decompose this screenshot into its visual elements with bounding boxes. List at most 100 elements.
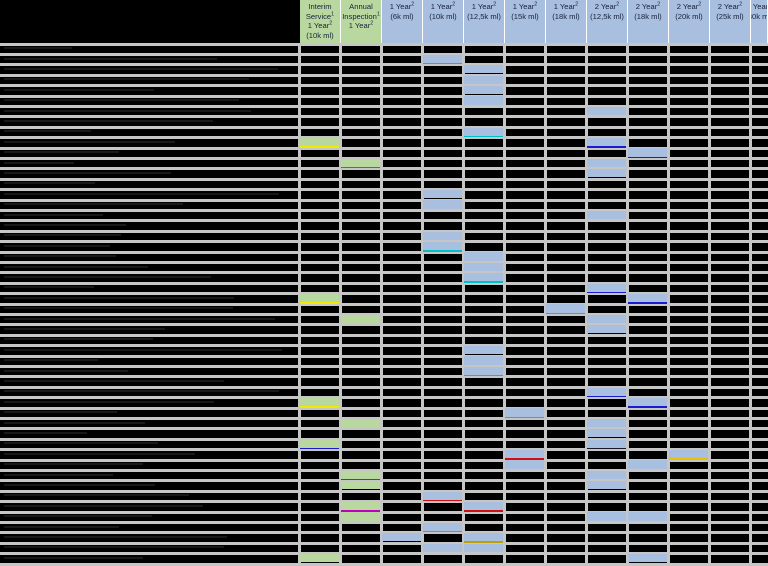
matrix-cell-mark[interactable]	[505, 408, 544, 417]
redacted-row-label	[4, 130, 91, 133]
matrix-cell-mark[interactable]	[423, 200, 462, 209]
matrix-cell-mark[interactable]	[382, 533, 421, 542]
matrix-cell-mark[interactable]	[587, 169, 626, 178]
column-header-line: (10k ml)	[429, 11, 457, 21]
matrix-cell-mark[interactable]	[505, 450, 544, 459]
matrix-cell-mark[interactable]	[341, 512, 380, 521]
column-header-line: 1 Year2	[307, 20, 333, 31]
matrix-cell-mark[interactable]	[464, 65, 503, 74]
matrix-cell-mark[interactable]	[587, 470, 626, 479]
matrix-cell-mark[interactable]	[587, 387, 626, 396]
row-divider	[0, 177, 768, 181]
matrix-cell-mark[interactable]	[628, 294, 667, 303]
column-divider-1year-15k	[503, 44, 506, 566]
matrix-cell-mark[interactable]	[300, 138, 339, 147]
matrix-cell-mark[interactable]	[464, 86, 503, 95]
redacted-row-label	[4, 140, 176, 143]
matrix-cell-mark[interactable]	[587, 106, 626, 115]
matrix-cell-mark[interactable]	[587, 314, 626, 323]
matrix-cell-mark[interactable]	[464, 366, 503, 375]
cell-underline	[423, 63, 462, 65]
column-header-line: 2 Year2	[635, 1, 661, 11]
matrix-cell-mark[interactable]	[423, 190, 462, 199]
matrix-cell-mark[interactable]	[464, 252, 503, 261]
row-divider	[0, 354, 768, 358]
column-header-line: 2 Year2	[751, 2, 768, 11]
matrix-cell-mark[interactable]	[464, 262, 503, 271]
row-divider	[0, 427, 768, 431]
matrix-cell-mark[interactable]	[464, 96, 503, 105]
matrix-cell-mark[interactable]	[464, 273, 503, 282]
row-divider	[0, 406, 768, 410]
cell-underline	[464, 281, 503, 283]
redacted-row-label	[4, 463, 143, 466]
matrix-cell-mark[interactable]	[464, 356, 503, 365]
matrix-cell-mark[interactable]	[628, 148, 667, 157]
matrix-cell-mark[interactable]	[464, 346, 503, 355]
redacted-row-label	[4, 47, 73, 50]
matrix-cell-mark[interactable]	[505, 460, 544, 469]
redacted-row-label	[4, 390, 280, 393]
matrix-cell-mark[interactable]	[341, 481, 380, 490]
redacted-row-label	[4, 473, 113, 476]
matrix-cell-mark[interactable]	[423, 522, 462, 531]
matrix-cell-mark[interactable]	[300, 294, 339, 303]
column-header-line: (10k ml)	[306, 30, 334, 40]
column-header-interim-service: Interim Service1 1 Year2 (10k ml)	[300, 0, 341, 44]
matrix-cell-mark[interactable]	[341, 418, 380, 427]
redacted-row-label	[4, 380, 224, 382]
matrix-cell-mark[interactable]	[464, 543, 503, 552]
matrix-cell-mark[interactable]	[587, 138, 626, 147]
redacted-row-label	[4, 556, 144, 559]
cell-underline	[546, 312, 585, 314]
matrix-cell-mark[interactable]	[423, 54, 462, 63]
matrix-cell-mark[interactable]	[587, 481, 626, 490]
row-divider	[0, 479, 768, 483]
matrix-cell-mark[interactable]	[628, 398, 667, 407]
matrix-cell-mark[interactable]	[587, 429, 626, 438]
row-divider	[0, 437, 768, 441]
matrix-cell-mark[interactable]	[464, 127, 503, 136]
matrix-cell-mark[interactable]	[587, 283, 626, 292]
matrix-cell-mark[interactable]	[587, 439, 626, 448]
matrix-cell-mark[interactable]	[587, 210, 626, 219]
matrix-cell-mark[interactable]	[628, 554, 667, 563]
column-header-2year-18k: 2 Year2 (18k ml)	[628, 0, 669, 44]
matrix-cell-mark[interactable]	[546, 304, 585, 313]
matrix-cell-mark[interactable]	[464, 502, 503, 511]
cell-underline	[464, 510, 503, 512]
redacted-row-label	[4, 328, 166, 330]
matrix-cell-mark[interactable]	[628, 512, 667, 521]
redacted-row-label	[4, 442, 159, 445]
matrix-cell-mark[interactable]	[587, 418, 626, 427]
column-header-line: (25k ml)	[716, 11, 744, 21]
row-divider	[0, 94, 768, 98]
matrix-cell-mark[interactable]	[464, 533, 503, 542]
column-header-line: Inspection1	[342, 11, 380, 21]
matrix-cell-mark[interactable]	[423, 231, 462, 240]
matrix-cell-mark[interactable]	[341, 502, 380, 511]
column-header-line: (6k ml)	[390, 11, 414, 21]
matrix-cell-mark[interactable]	[341, 158, 380, 167]
matrix-cell-mark[interactable]	[587, 512, 626, 521]
column-header-line: Annual	[349, 2, 373, 11]
matrix-cell-mark[interactable]	[300, 554, 339, 563]
matrix-cell-mark[interactable]	[423, 491, 462, 500]
row-divider	[0, 364, 768, 368]
matrix-cell-mark[interactable]	[300, 398, 339, 407]
redacted-row-label	[4, 172, 171, 174]
cell-underline	[505, 416, 544, 418]
matrix-cell-mark[interactable]	[341, 314, 380, 323]
matrix-cell-mark[interactable]	[464, 75, 503, 84]
matrix-cell-mark[interactable]	[587, 158, 626, 167]
matrix-cell-mark[interactable]	[669, 450, 708, 459]
matrix-cell-mark[interactable]	[341, 470, 380, 479]
redacted-row-label	[4, 411, 118, 414]
matrix-cell-mark[interactable]	[300, 439, 339, 448]
matrix-cell-mark[interactable]	[587, 325, 626, 334]
row-divider	[0, 468, 768, 472]
matrix-cell-mark[interactable]	[628, 460, 667, 469]
redacted-row-label	[4, 307, 233, 310]
matrix-cell-mark[interactable]	[423, 543, 462, 552]
matrix-cell-mark[interactable]	[423, 242, 462, 251]
